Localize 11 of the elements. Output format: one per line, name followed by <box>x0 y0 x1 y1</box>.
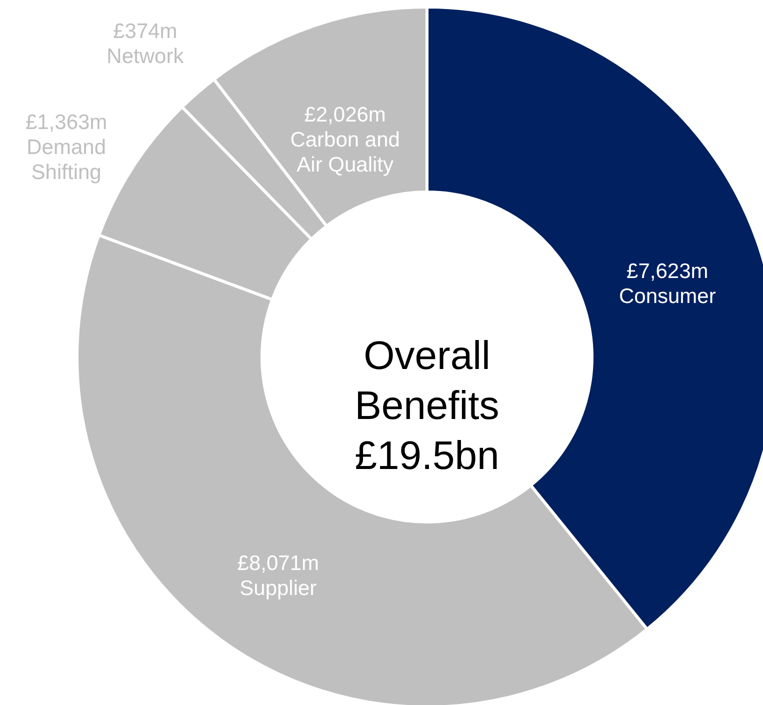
data-label: £2,026m <box>304 104 386 127</box>
text: Overall Benefits £19.5bn <box>354 334 500 478</box>
slice-label: Supplier <box>240 577 317 600</box>
data-label: £374m <box>113 20 178 44</box>
slice-label: Demand Shifting <box>26 136 106 184</box>
slice-label: Consumer <box>618 284 716 308</box>
data-label: £1,363m <box>25 110 108 134</box>
slice-label: Network <box>106 45 184 68</box>
data-label: £7,623m <box>626 260 708 283</box>
slice-label: Carbon and Air Quality <box>290 128 400 177</box>
data-label: £8,071m <box>237 552 320 576</box>
